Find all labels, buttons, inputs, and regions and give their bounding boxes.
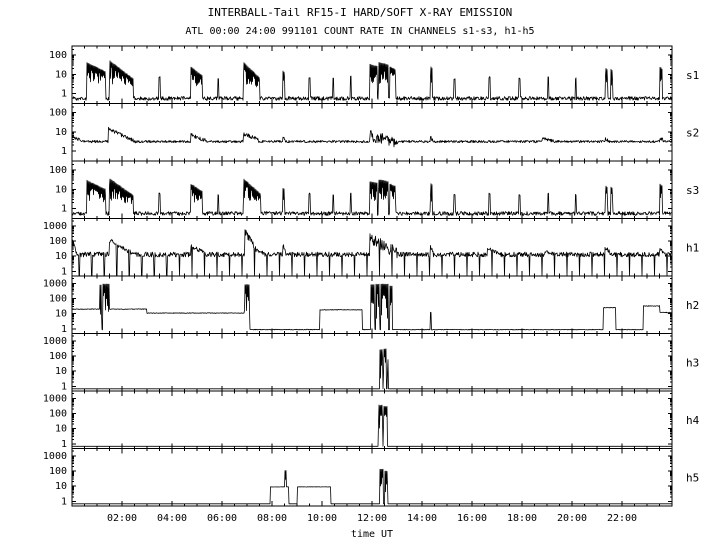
channel-label-h2: h2 (686, 299, 699, 312)
panel-h3: 1000 100 10 1 h3 (43, 333, 699, 392)
series-h5 (72, 468, 672, 505)
x-tick-label: 16:00 (457, 513, 487, 524)
y-tick-label-h4: 1000 (43, 393, 67, 404)
y-tick-label-h2: 1000 (43, 278, 67, 289)
channel-label-s2: s2 (686, 126, 699, 139)
y-tick-label-h5: 10 (55, 481, 67, 492)
x-axis-labels-group: 02:00 04:00 06:00 08:00 10:00 12:00 14:00 16:00… (107, 513, 637, 524)
series-s1 (71, 60, 673, 101)
y-tick-label-h3: 100 (49, 351, 67, 362)
chart-title: INTERBALL-Tail RF15-I HARD/SOFT X-RAY EM… (208, 6, 513, 19)
y-tick-label-h5: 1 (61, 496, 67, 507)
panel-s3: 100 10 1 s3 (49, 160, 699, 219)
y-tick-label-s3: 1 (61, 203, 67, 214)
x-tick-label: 18:00 (507, 513, 537, 524)
x-tick-label: 08:00 (257, 513, 287, 524)
channel-label-h1: h1 (686, 241, 699, 254)
y-tick-label-s1: 10 (55, 69, 67, 80)
y-tick-label-s1: 100 (49, 50, 67, 61)
y-tick-label-h2: 1 (61, 324, 67, 335)
y-tick-label-h4: 1 (61, 439, 67, 450)
y-tick-label-h4: 10 (55, 424, 67, 435)
y-tick-label-h1: 10 (55, 251, 67, 262)
y-tick-label-h1: 1 (61, 266, 67, 277)
panel-s1: 100 10 1 s1 (49, 45, 699, 104)
y-tick-label-h5: 1000 (43, 451, 67, 462)
series-h3 (72, 348, 672, 390)
y-tick-label-h3: 10 (55, 366, 67, 377)
y-tick-label-h4: 100 (49, 408, 67, 419)
series-h2 (71, 283, 673, 331)
x-tick-label: 22:00 (607, 513, 637, 524)
series-h1 (71, 229, 673, 277)
panel-h1: 1000 100 10 1 h1 (43, 218, 699, 277)
chart-subtitle: ATL 00:00 24:00 991101 COUNT RATE IN CHA… (185, 26, 534, 37)
channel-label-s1: s1 (686, 69, 699, 82)
panel-h5: 1000 100 10 1 h5 (43, 448, 699, 507)
y-tick-label-h3: 1 (61, 381, 67, 392)
y-tick-label-s1: 1 (61, 88, 67, 99)
series-s3 (71, 178, 673, 216)
x-tick-label: 02:00 (107, 513, 137, 524)
y-tick-label-h3: 1000 (43, 336, 67, 347)
channel-label-h3: h3 (686, 356, 699, 369)
x-tick-label: 14:00 (407, 513, 437, 524)
panel-h2: 1000 100 10 1 h2 (43, 275, 699, 335)
y-tick-label-h2: 10 (55, 309, 67, 320)
x-tick-label: 06:00 (207, 513, 237, 524)
panel-h4: 1000 100 10 1 h4 (43, 390, 700, 450)
x-tick-label: 10:00 (307, 513, 337, 524)
x-tick-label: 04:00 (157, 513, 187, 524)
y-tick-label-s2: 10 (55, 127, 67, 138)
channel-label-s3: s3 (686, 184, 699, 197)
panels-group: 100101s1100101s2100101s31000100101h11000… (43, 45, 700, 507)
y-tick-label-s3: 10 (55, 184, 67, 195)
x-tick-label: 20:00 (557, 513, 587, 524)
x-tick-label: 12:00 (357, 513, 387, 524)
y-tick-label-h2: 100 (49, 293, 67, 304)
y-tick-label-s3: 100 (49, 165, 67, 176)
channel-label-h4: h4 (686, 414, 700, 427)
panel-s2: 100 10 1 s2 (49, 103, 699, 162)
y-tick-label-h5: 100 (49, 466, 67, 477)
y-tick-label-h1: 100 (49, 236, 67, 247)
channel-label-h5: h5 (686, 471, 699, 484)
y-tick-label-h1: 1000 (43, 221, 67, 232)
x-axis-label: time UT (351, 529, 393, 540)
series-h4 (72, 404, 672, 447)
series-s2 (71, 126, 673, 148)
y-tick-label-s2: 1 (61, 146, 67, 157)
y-tick-label-s2: 100 (49, 108, 67, 119)
